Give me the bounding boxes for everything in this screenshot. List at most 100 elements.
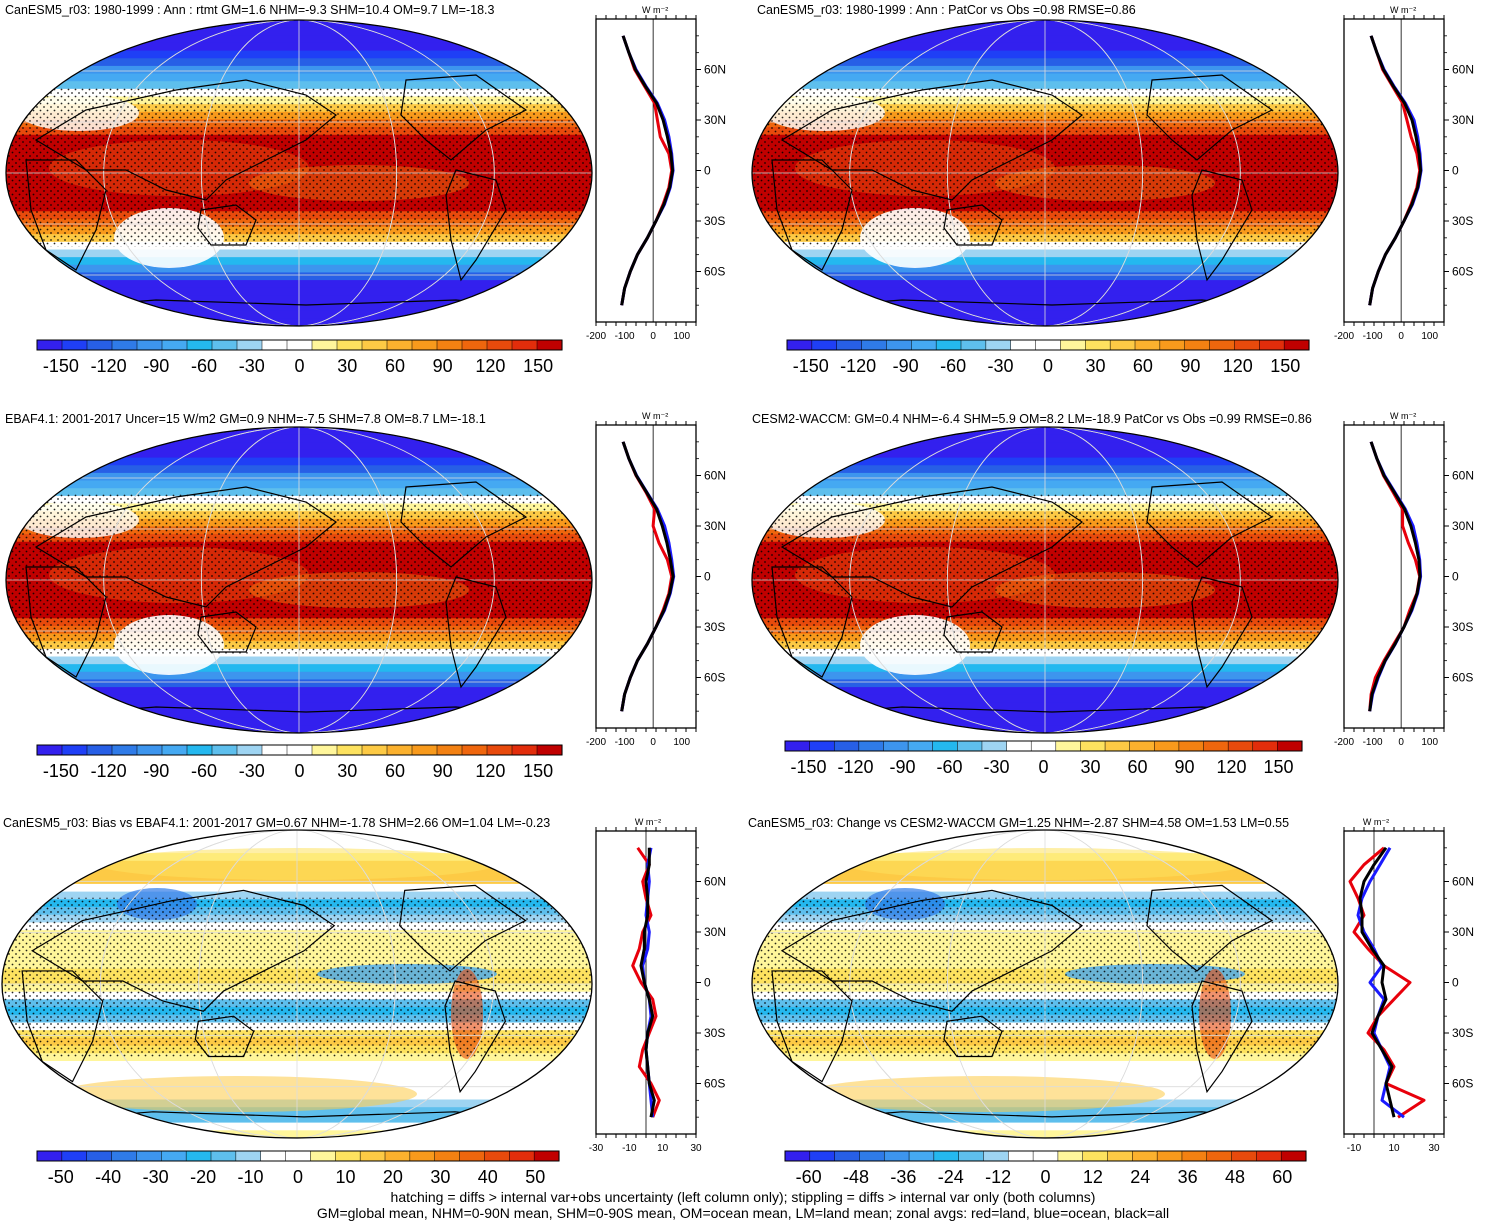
- map-field: [2, 830, 592, 1138]
- colorbar-bin: [186, 744, 213, 756]
- x-tick-label: 30: [690, 1143, 702, 1154]
- colorbar-bin: [511, 744, 538, 756]
- profile-frame: [1343, 18, 1445, 323]
- colorbar-bin: [908, 1150, 935, 1162]
- colorbar-bin: [1206, 1150, 1233, 1162]
- colorbar-bin: [786, 339, 813, 351]
- colorbar-bin: [811, 339, 838, 351]
- colorbar-tick-label: -120: [840, 356, 876, 376]
- colorbar-bin: [1104, 740, 1131, 752]
- x-tick-label: 100: [1421, 331, 1438, 342]
- colorbar-tick-label: 150: [1263, 757, 1293, 777]
- map-field: [6, 20, 592, 326]
- profile-line-red: [620, 441, 674, 712]
- colorbar-bin: [1259, 339, 1285, 351]
- panel-title-3: EBAF4.1: 2001-2017 Uncer=15 W/m2 GM=0.9 …: [5, 412, 486, 426]
- y-tick-label: 0: [1452, 976, 1459, 990]
- profile-frame: [595, 424, 697, 729]
- y-tick-label: 30N: [704, 925, 726, 939]
- profile-line-black: [1368, 441, 1422, 712]
- colorbar-tick-label: -60: [940, 356, 966, 376]
- colorbar-bin: [285, 1150, 311, 1162]
- colorbar-bin: [1234, 339, 1260, 351]
- colorbar-3: -150 -120 -90 -60 -30 0 30 60 90 120 150: [36, 744, 563, 781]
- colorbar-bin: [1277, 740, 1303, 752]
- profile-line-blue: [620, 35, 675, 306]
- map-outline: [1, 829, 593, 1139]
- colorbar-tick-label: 150: [1270, 356, 1300, 376]
- colorbar-tick-label: -30: [988, 356, 1014, 376]
- panel-title-6: CanESM5_r03: Change vs CESM2-WACCM GM=1.…: [748, 816, 1289, 830]
- colorbar-tick-label: 50: [525, 1167, 545, 1187]
- colorbar-tick-label: 30: [1080, 757, 1100, 777]
- colorbar-bin: [1231, 1150, 1257, 1162]
- colorbar-bin: [336, 339, 363, 351]
- colorbar-tick-label: -10: [238, 1167, 264, 1187]
- colorbar-bin: [836, 339, 863, 351]
- x-tick-label: -100: [615, 737, 635, 748]
- colorbar-bin: [335, 1150, 361, 1162]
- colorbar-bin: [236, 339, 263, 351]
- colorbar-bin: [411, 339, 438, 351]
- colorbar-bin: [361, 744, 388, 756]
- colorbar-tick-label: 30: [337, 761, 357, 781]
- colorbar-bin: [1227, 740, 1254, 752]
- colorbar-bin: [461, 339, 488, 351]
- colorbar-bin: [834, 1150, 860, 1162]
- colorbar-bin: [1030, 740, 1057, 752]
- colorbar-bin: [211, 339, 238, 351]
- x-tick-label: 100: [673, 737, 690, 748]
- y-tick-label: 30N: [704, 519, 726, 533]
- colorbar-tick-label: -20: [190, 1167, 216, 1187]
- y-tick-label: 60N: [704, 875, 726, 889]
- colorbar-bin: [958, 1150, 985, 1162]
- colorbar-tick-label: 0: [294, 761, 304, 781]
- colorbar-bin: [36, 1150, 63, 1162]
- y-tick-label: 60S: [1452, 1077, 1473, 1091]
- profile-line-black: [620, 441, 675, 712]
- colorbar-bin: [311, 339, 338, 351]
- profile-line-black: [1368, 35, 1423, 306]
- footer-line-1: hatching = diffs > internal var+obs unce…: [390, 1189, 1096, 1205]
- colorbar-bin: [1134, 339, 1161, 351]
- zonal-profile-6: -10 10 30 60N 30N 0 30S 60S W m⁻²: [1343, 817, 1474, 1154]
- colorbar-bin: [236, 744, 263, 756]
- colorbar-tick-label: 90: [433, 761, 453, 781]
- colorbar-tick-label: 90: [433, 356, 453, 376]
- colorbar-tick-label: 120: [475, 356, 505, 376]
- colorbar-bin: [1060, 339, 1086, 351]
- colorbar-bin: [809, 1150, 836, 1162]
- colorbar-tick-label: -60: [936, 757, 962, 777]
- y-tick-label: 60S: [1452, 265, 1473, 279]
- colorbar-bin: [310, 1150, 336, 1162]
- map-outline: [751, 19, 1339, 327]
- colorbar-bin: [932, 740, 958, 752]
- colorbar-bin: [1035, 339, 1061, 351]
- colorbar-tick-label: -90: [893, 356, 919, 376]
- colorbar-bin: [286, 339, 313, 351]
- panel-title-2: CanESM5_r03: 1980-1999 : Ann : PatCor vs…: [757, 3, 1136, 17]
- graticule: [752, 20, 1338, 326]
- colorbar-tick-label: -24: [938, 1167, 964, 1187]
- colorbar-bin: [1184, 339, 1211, 351]
- colorbar-tick-label: -60: [191, 761, 217, 781]
- colorbar-bin: [161, 339, 188, 351]
- x-tick-label: -10: [1347, 1143, 1362, 1154]
- colorbar-bin: [957, 740, 983, 752]
- colorbar-bin: [985, 339, 1012, 351]
- colorbar-bin: [136, 339, 163, 351]
- colorbar-bin: [136, 1150, 162, 1162]
- profile-line-black: [620, 35, 675, 306]
- x-tick-label: -100: [1363, 331, 1383, 342]
- colorbar-bin: [486, 339, 513, 351]
- colorbar-bin: [907, 740, 934, 752]
- colorbar-tick-label: -60: [796, 1167, 822, 1187]
- colorbar-tick-label: 30: [337, 356, 357, 376]
- y-tick-label: 60N: [1452, 63, 1474, 77]
- y-tick-label: 30S: [1452, 214, 1473, 228]
- y-tick-label: 30N: [704, 113, 726, 127]
- y-tick-label: 0: [1452, 164, 1459, 178]
- map-panel-6: [751, 829, 1339, 1139]
- colorbar-bin: [1055, 740, 1081, 752]
- colorbar-tick-label: -120: [91, 761, 127, 781]
